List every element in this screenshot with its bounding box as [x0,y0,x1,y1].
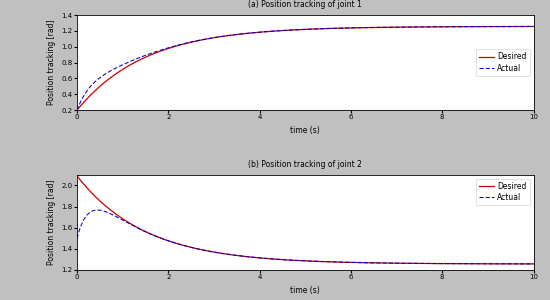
Desired [249,31,255,35]
Actual [472,262,479,266]
Desired [249,255,255,259]
Actual [530,262,537,266]
Desired [126,221,133,225]
Desired [521,25,528,28]
Actual [126,60,133,64]
Y-axis label: Position tracking [rad]: Position tracking [rad] [47,20,56,105]
Desired [74,108,80,112]
Desired [521,262,528,266]
Legend: Desired, Actual: Desired, Actual [476,50,530,76]
Desired [153,51,159,55]
Actual [153,50,159,53]
Actual [521,25,528,28]
X-axis label: time (s): time (s) [290,126,320,135]
Title: (b) Position tracking of joint 2: (b) Position tracking of joint 2 [248,160,362,169]
Actual [126,222,133,226]
Actual [94,208,101,212]
Actual [269,257,276,261]
Actual [472,25,478,28]
Desired [530,262,537,266]
Actual [268,29,275,33]
Desired [153,235,159,238]
Desired [530,25,537,28]
Line: Actual: Actual [77,26,534,110]
Line: Desired: Desired [77,26,534,110]
Desired [472,262,478,266]
Actual [530,25,537,28]
X-axis label: time (s): time (s) [290,286,320,295]
Desired [268,29,275,33]
Actual [74,236,80,240]
Actual [249,255,256,259]
Actual [249,31,255,35]
Actual [74,108,80,112]
Legend: Desired, Actual: Desired, Actual [476,179,530,205]
Line: Desired: Desired [77,176,534,264]
Actual [153,235,159,238]
Title: (a) Position tracking of joint 1: (a) Position tracking of joint 1 [249,0,362,9]
Actual [521,262,528,266]
Line: Actual: Actual [77,210,534,264]
Desired [268,257,275,261]
Desired [472,25,478,28]
Desired [126,64,133,67]
Y-axis label: Position tracking [rad]: Position tracking [rad] [47,180,56,265]
Desired [74,174,80,178]
